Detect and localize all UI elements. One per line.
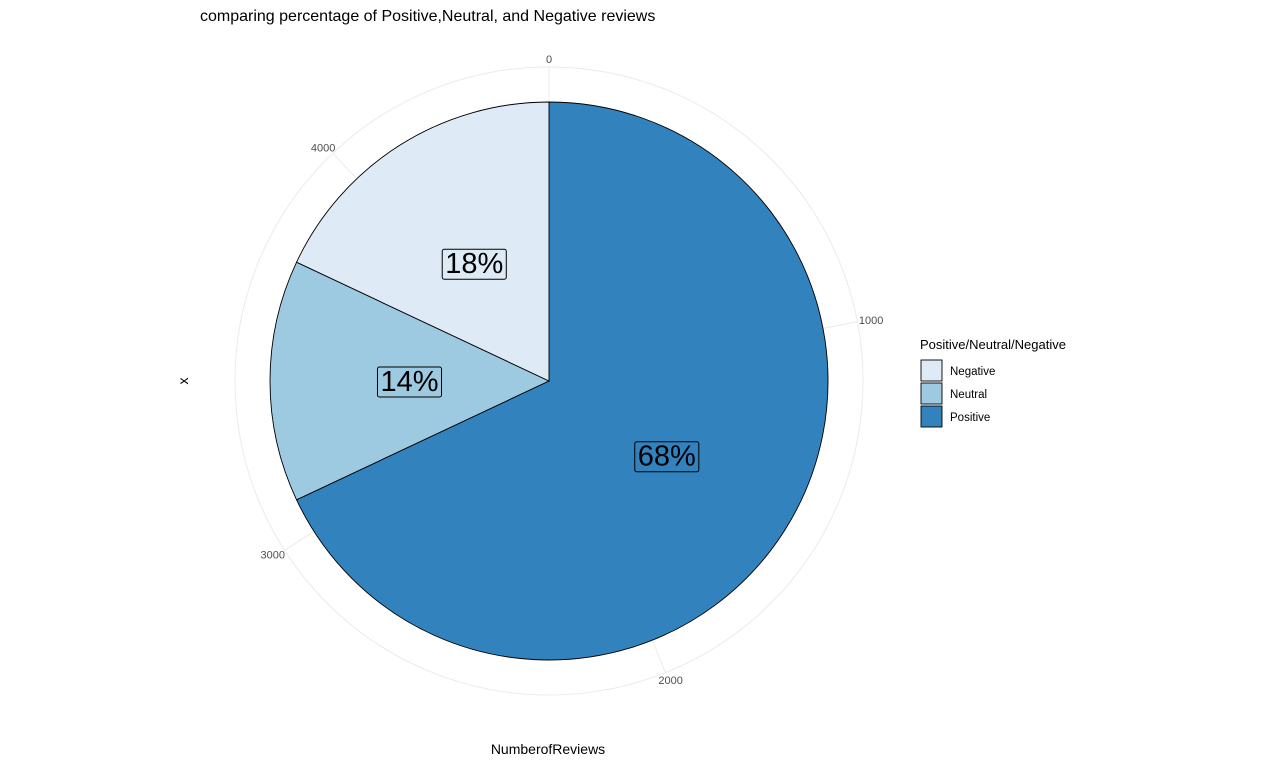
x-axis-title: NumberofReviews — [491, 741, 605, 757]
legend-swatch — [920, 405, 943, 428]
legend: Positive/Neutral/Negative Negative Neutra… — [920, 337, 1066, 428]
legend-item-neutral: Neutral — [920, 382, 987, 405]
radial-tick-labels: 0 1000 2000 3000 4000 — [261, 54, 884, 687]
legend-swatch — [920, 359, 943, 382]
legend-item-negative: Negative — [920, 359, 995, 382]
chart-title: comparing percentage of Positive,Neutral… — [200, 8, 655, 25]
legend-swatch — [920, 382, 943, 405]
slice-label-box — [441, 248, 507, 280]
legend-label: Neutral — [950, 389, 987, 401]
pie-slice-positive — [295, 101, 829, 661]
radial-tick-label: 4000 — [311, 142, 335, 154]
pie-slice-negative — [295, 101, 550, 382]
radial-tick-label: 3000 — [261, 550, 285, 562]
slice-label-text: 68% — [638, 441, 696, 473]
legend-item-positive: Positive — [920, 405, 990, 428]
y-axis-title: x — [175, 378, 191, 385]
slice-label-box — [376, 366, 443, 398]
slice-label-text: 18% — [445, 248, 503, 280]
legend-label: Positive — [950, 412, 990, 424]
slice-label-text: 14% — [380, 366, 438, 398]
radial-tick-label: 0 — [546, 54, 552, 66]
legend-label: Negative — [950, 366, 995, 378]
radial-tick-label: 2000 — [658, 675, 682, 687]
pie-slices — [269, 101, 829, 661]
slice-label-positive: 68% — [634, 441, 700, 473]
slice-labels: 68% 14% 18% — [376, 248, 700, 473]
slice-label-neutral: 14% — [376, 366, 443, 398]
legend-title: Positive/Neutral/Negative — [920, 337, 1066, 352]
slice-label-box — [634, 441, 700, 473]
radial-tick-label: 1000 — [859, 315, 883, 327]
slice-label-negative: 18% — [441, 248, 507, 280]
